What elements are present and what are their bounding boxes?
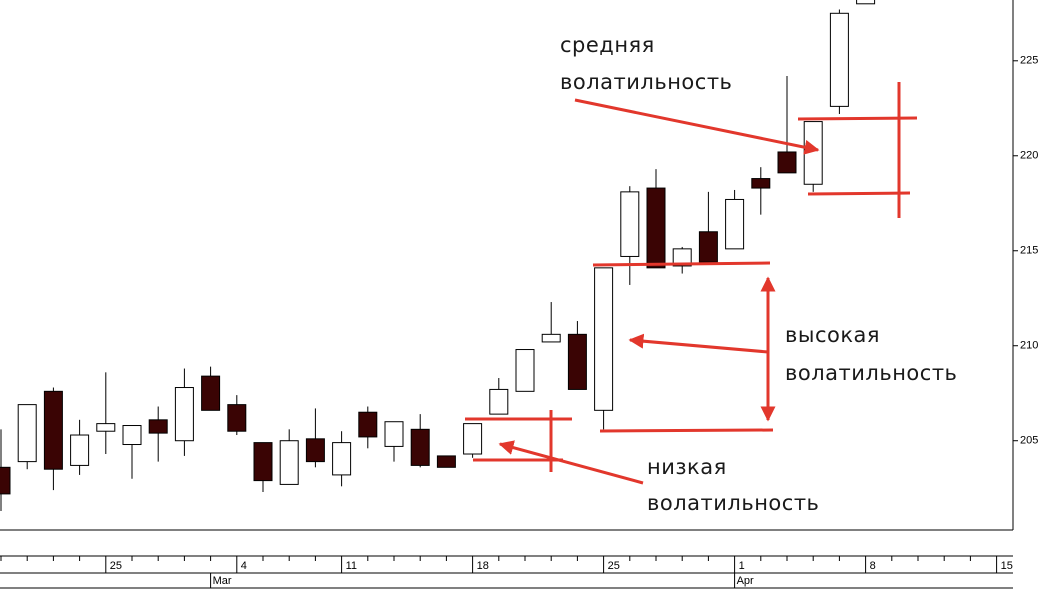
candle-body <box>227 404 247 432</box>
candle-body <box>148 419 168 434</box>
x-tick-label: 8 <box>870 560 876 572</box>
annotation: волатильность <box>785 361 957 385</box>
annotation: волатильность <box>647 491 819 515</box>
x-tick-label: 15 <box>1001 560 1013 572</box>
candle-body <box>174 387 194 442</box>
candle-body <box>698 231 718 263</box>
candle-body <box>384 421 404 447</box>
range-line <box>807 191 911 196</box>
candle-body <box>17 404 37 463</box>
y-tick-label: 220 <box>1020 150 1038 162</box>
annotation: средняя <box>560 33 655 57</box>
candle-body <box>567 333 587 390</box>
candle-body <box>410 428 430 466</box>
range-line <box>592 261 771 267</box>
candle-body <box>620 191 640 257</box>
candle-body <box>803 121 823 185</box>
candle-body <box>122 425 142 446</box>
range-line <box>797 116 918 121</box>
candle-body <box>463 423 483 455</box>
candle-body <box>725 198 745 250</box>
x-tick-label: 25 <box>110 560 122 572</box>
candle-body <box>829 12 849 107</box>
candle-body <box>751 178 771 189</box>
range-line <box>599 428 774 433</box>
candle-body <box>856 0 876 5</box>
annotation: волатильность <box>560 70 732 94</box>
candle-body <box>646 187 666 269</box>
candle-body <box>201 375 221 411</box>
candle-body <box>279 440 299 485</box>
arrow <box>574 98 820 155</box>
month-label: Apr <box>737 575 754 587</box>
candle-body <box>0 466 11 495</box>
x-tick-label: 4 <box>241 560 247 572</box>
annotation: высокая <box>785 323 880 347</box>
candle-body <box>594 267 614 411</box>
candle-body <box>96 423 116 432</box>
candle-body <box>305 438 325 463</box>
candle-body <box>332 442 352 476</box>
y-tick-label: 215 <box>1020 245 1038 257</box>
y-tick-label: 205 <box>1020 435 1038 447</box>
candle-body <box>541 333 561 343</box>
arrow <box>498 440 644 485</box>
candle-body <box>777 151 797 174</box>
annotations: средняя волатильность высокая волатильно… <box>465 33 957 515</box>
y-tick-label: 210 <box>1020 340 1038 352</box>
x-tick-label: 18 <box>477 560 489 572</box>
month-label: Mar <box>213 575 232 587</box>
x-tick-label: 1 <box>739 560 745 572</box>
candle-body <box>253 442 273 482</box>
candle-body <box>436 455 456 468</box>
candle-body <box>70 434 90 466</box>
x-tick-label: 11 <box>346 560 357 572</box>
arrow <box>628 333 769 354</box>
candle-body <box>489 388 509 415</box>
candle-body <box>515 349 535 392</box>
y-tick-label: 225 <box>1020 55 1038 67</box>
candle-body <box>358 411 378 438</box>
candle-body <box>672 248 692 267</box>
annotation: низкая <box>647 455 727 479</box>
candle-body <box>43 390 63 470</box>
plot-area <box>0 0 876 512</box>
x-tick-label: 25 <box>608 560 620 572</box>
